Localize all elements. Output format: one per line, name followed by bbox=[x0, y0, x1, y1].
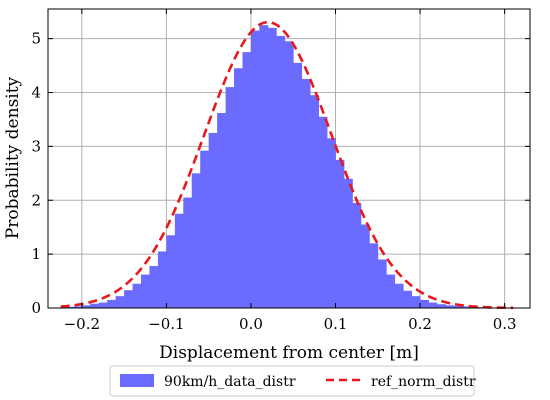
histogram-bar bbox=[200, 150, 210, 308]
x-axis-label: Displacement from center [m] bbox=[159, 343, 419, 363]
histogram-bar bbox=[191, 173, 201, 308]
histogram-bar bbox=[403, 290, 413, 308]
histogram-bar bbox=[411, 296, 421, 308]
y-tick-label: 3 bbox=[31, 137, 41, 155]
x-tick-label: −0.2 bbox=[64, 315, 100, 333]
y-tick-label: 5 bbox=[31, 30, 41, 48]
histogram-bar bbox=[276, 35, 286, 308]
histogram-bar bbox=[217, 112, 226, 308]
histogram-bar bbox=[327, 138, 336, 308]
histogram-bar bbox=[318, 116, 328, 309]
histogram-bar bbox=[242, 52, 252, 309]
histogram-bar bbox=[183, 197, 193, 308]
histogram-bar bbox=[115, 296, 125, 308]
histogram-bar bbox=[234, 68, 243, 308]
histogram-bar bbox=[250, 30, 260, 308]
histogram-bar bbox=[352, 202, 362, 308]
axes: −0.2 −0.1 0.0 0.1 0.2 0.3 0 1 2 3 4 5 bbox=[31, 8, 531, 333]
histogram-bar bbox=[453, 305, 463, 308]
histogram-bar bbox=[132, 283, 142, 308]
legend: 90km/h_data_distr ref_norm_distr bbox=[109, 365, 476, 397]
histogram-bar bbox=[436, 304, 446, 308]
histogram-bar bbox=[310, 95, 319, 308]
x-tick-label: 0.3 bbox=[493, 315, 517, 333]
histogram-bar bbox=[124, 290, 133, 308]
histogram-bar bbox=[225, 87, 235, 308]
normal-curve bbox=[60, 20, 514, 310]
histogram-bar bbox=[259, 25, 269, 308]
histogram-bar bbox=[107, 299, 117, 308]
y-tick-label: 1 bbox=[31, 245, 41, 263]
plot-frame bbox=[47, 8, 531, 309]
histogram-bar bbox=[208, 132, 218, 308]
histogram-bar bbox=[428, 302, 438, 308]
x-tick-label: −0.1 bbox=[148, 315, 184, 333]
histogram-bar bbox=[174, 213, 184, 308]
histogram-bar bbox=[81, 305, 91, 308]
histogram-bar bbox=[360, 224, 370, 308]
x-tick-label: 0.2 bbox=[408, 315, 432, 333]
histogram-bar bbox=[394, 283, 404, 308]
histogram-bar bbox=[420, 299, 429, 308]
histogram-bar bbox=[90, 303, 100, 308]
y-tick-label: 0 bbox=[31, 299, 41, 317]
normal-curve-line bbox=[60, 20, 514, 310]
histogram-bar bbox=[386, 274, 396, 308]
histogram-bars bbox=[64, 25, 514, 309]
histogram-bar bbox=[64, 306, 74, 308]
x-tick-label: 0.1 bbox=[324, 315, 348, 333]
y-tick-label: 2 bbox=[31, 191, 41, 209]
legend-frame bbox=[109, 365, 475, 397]
histogram-bar bbox=[141, 274, 150, 308]
histogram-bar bbox=[335, 159, 345, 308]
histogram-bar bbox=[377, 259, 387, 308]
histogram-bar bbox=[462, 306, 472, 308]
histogram-bar bbox=[267, 27, 277, 308]
histogram-bar bbox=[157, 251, 167, 308]
histogram-bar bbox=[293, 62, 303, 309]
histogram-bar bbox=[284, 41, 294, 308]
histogram-bar bbox=[73, 306, 83, 308]
legend-swatch-histogram bbox=[120, 374, 154, 387]
legend-label-histogram: 90km/h_data_distr bbox=[164, 374, 296, 390]
histogram-bar bbox=[98, 302, 108, 308]
histogram-bar bbox=[343, 178, 353, 308]
y-axis-label: Probability density bbox=[3, 76, 23, 239]
histogram-bar bbox=[166, 235, 176, 308]
legend-label-curve: ref_norm_distr bbox=[371, 374, 476, 390]
histogram-bar bbox=[445, 305, 455, 308]
histogram-bar bbox=[149, 265, 159, 308]
histogram-bar bbox=[369, 243, 379, 308]
x-tick-label: 0.0 bbox=[239, 315, 263, 333]
histogram-bar bbox=[301, 79, 311, 308]
y-tick-label: 4 bbox=[31, 84, 41, 102]
